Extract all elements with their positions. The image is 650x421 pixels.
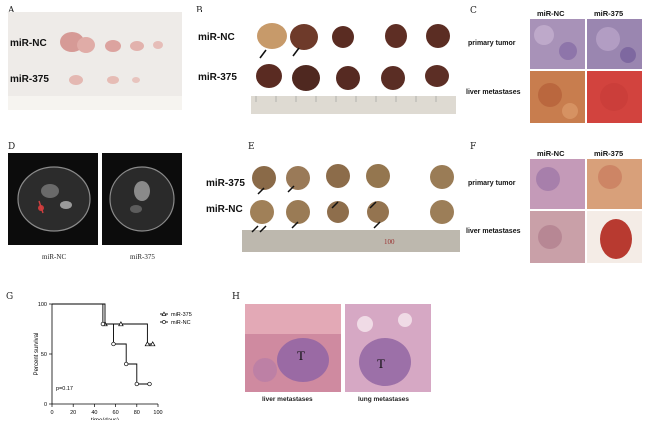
- x-tick-label: 60: [113, 410, 119, 416]
- panel-letter-f: F: [470, 142, 477, 152]
- panel-d-mri-375-scan: [109, 166, 175, 232]
- x-tick-label: 100: [153, 410, 162, 416]
- panel-e-liver-photo: miR-375 miR-NC 100: [200, 150, 462, 256]
- data-point-miR-NC: [111, 341, 116, 347]
- panel-letter-b: B: [196, 6, 203, 16]
- panel-b-row1-label: miR-NC: [198, 32, 235, 43]
- legend-marker-miR-NC: [162, 320, 166, 324]
- panel-c-row1-label: primary tumor: [468, 40, 516, 47]
- panel-f-histology: [530, 159, 642, 263]
- legend-label-miR-375: miR-375: [171, 312, 192, 318]
- panel-h-caption-lung: lung metastases: [358, 396, 409, 403]
- panel-f-col1-label: miR-NC: [537, 149, 565, 158]
- legend-marker-miR-375: [161, 311, 167, 316]
- panel-letter-c: C: [470, 6, 477, 16]
- panel-a-row1-label: miR-NC: [10, 38, 47, 49]
- y-tick-label: 100: [38, 302, 47, 308]
- data-point-miR-375: [144, 341, 151, 347]
- panel-a-row2-label: miR-375: [10, 74, 49, 85]
- panel-c-stains: [530, 19, 642, 123]
- data-point-miR-375: [118, 321, 124, 327]
- panel-h-caption-liver: liver metastases: [262, 396, 313, 403]
- panel-e-livers: [242, 164, 460, 252]
- panel-letter-g: G: [6, 292, 14, 302]
- panel-c-histology: [530, 19, 642, 123]
- panel-h-tumor-mark-2: T: [377, 356, 385, 371]
- panel-h-liver-histology: T: [245, 304, 341, 392]
- panel-f-stains: [530, 159, 642, 263]
- panel-h-lung-histology: T: [345, 304, 431, 392]
- panel-f-row1-label: primary tumor: [468, 180, 516, 187]
- panel-b-livers: [251, 23, 456, 114]
- y-tick-label: 50: [41, 352, 47, 358]
- panel-c-row2-label: liver metastases: [466, 89, 521, 96]
- p-value-annotation: p=0.17: [56, 386, 73, 392]
- x-tick-label: 20: [70, 410, 76, 416]
- panel-h-tumor-mark-1: T: [297, 348, 305, 363]
- panel-c-col2-label: miR-375: [594, 9, 624, 18]
- panel-d-caption-nc: miR-NC: [42, 253, 67, 261]
- panel-d-caption-375: miR-375: [130, 253, 155, 261]
- x-tick-label: 0: [50, 410, 53, 416]
- y-axis-label: Percent survival: [34, 333, 40, 376]
- x-tick-label: 40: [91, 410, 97, 416]
- panel-letter-e: E: [248, 142, 255, 152]
- panel-e-ruler-mark: 100: [384, 238, 395, 246]
- panel-f-col2-label: miR-375: [594, 149, 624, 158]
- panel-h-liver-stain: [245, 304, 341, 392]
- panel-a-tumors: [8, 12, 182, 110]
- panel-letter-h: H: [232, 292, 240, 302]
- survival-chart: 0 20 40 60 80 100 0 50 100 time(days) Percent surv…: [34, 302, 192, 420]
- panel-letter-a: A: [8, 6, 15, 16]
- series-line-miR-NC: [52, 303, 150, 385]
- panel-d-mri-375: [102, 153, 182, 245]
- panel-b-row2-label: miR-375: [198, 72, 237, 83]
- x-tick-label: 80: [134, 410, 140, 416]
- y-tick-label: 0: [44, 402, 47, 408]
- panel-d-mri-nc-scan: [17, 166, 91, 232]
- legend-label-miR-NC: miR-NC: [171, 320, 191, 326]
- panel-e-row2-label: miR-NC: [206, 204, 243, 215]
- x-axis-label: time(days): [91, 418, 119, 420]
- panel-d-mri-nc: [8, 153, 98, 245]
- data-point-miR-375: [149, 341, 156, 347]
- panel-b-liver-photo: miR-NC miR-375: [196, 12, 460, 120]
- data-point-miR-NC: [124, 361, 129, 367]
- panel-h-lung-stain: [345, 304, 431, 392]
- panel-f-row2-label: liver metastases: [466, 228, 521, 235]
- data-point-miR-NC: [100, 321, 106, 327]
- panel-a-tumor-photo: miR-NC miR-375: [8, 12, 182, 110]
- panel-c-col1-label: miR-NC: [537, 9, 565, 18]
- data-point-miR-NC: [134, 381, 139, 387]
- data-point-miR-NC: [147, 381, 152, 387]
- panel-e-row1-label: miR-375: [206, 178, 245, 189]
- panel-letter-d: D: [8, 142, 16, 152]
